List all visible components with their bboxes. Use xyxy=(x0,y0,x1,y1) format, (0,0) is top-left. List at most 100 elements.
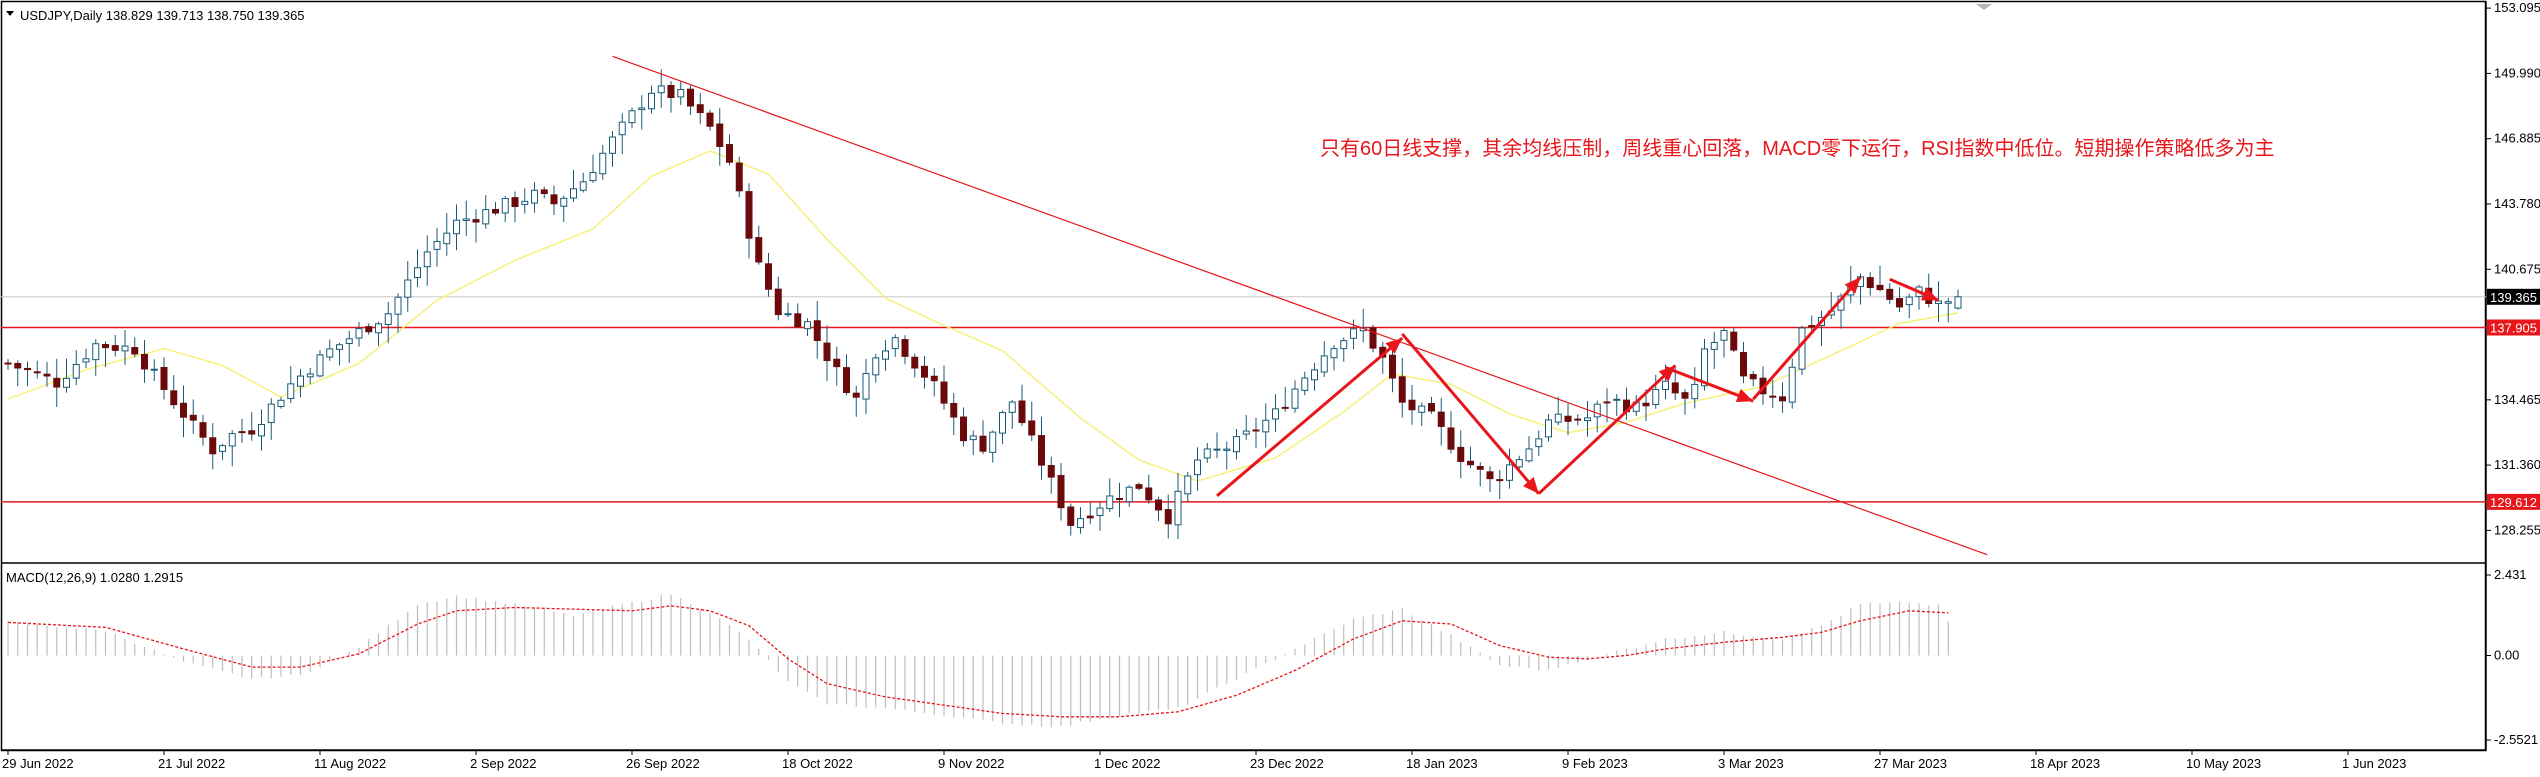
candle-body-bear xyxy=(511,197,519,208)
scroll-marker-icon[interactable] xyxy=(1976,4,1992,10)
arrow-3 xyxy=(1664,366,1754,403)
candle-body-bull xyxy=(677,89,685,98)
candle xyxy=(1008,400,1016,429)
candle-body-bear xyxy=(979,435,987,452)
candle-body-bear xyxy=(209,437,217,455)
candle-body-bull xyxy=(326,348,334,358)
candle-body-bear xyxy=(1476,465,1484,470)
candle xyxy=(862,358,870,415)
arrow-head xyxy=(1844,277,1861,294)
candle-body-bear xyxy=(1681,392,1689,399)
candle-body-bull xyxy=(862,373,870,400)
candle-body-bull xyxy=(1584,417,1591,422)
candle xyxy=(1525,436,1533,463)
candle xyxy=(238,418,246,443)
candle-body-bull xyxy=(1008,401,1016,413)
candle xyxy=(1730,328,1738,353)
candle xyxy=(1106,478,1114,513)
candle xyxy=(579,172,587,193)
candle xyxy=(1476,462,1484,487)
time-tick-label: 1 Jun 2023 xyxy=(2342,756,2406,771)
candle-body-bear xyxy=(716,123,724,147)
arrow-0 xyxy=(1216,336,1404,497)
candle-body-bear xyxy=(160,366,168,390)
time-tick-label: 2 Sep 2022 xyxy=(470,756,537,771)
candle xyxy=(258,409,265,451)
candle xyxy=(1262,403,1270,448)
candle xyxy=(1145,474,1153,504)
candle-body-bear xyxy=(1145,487,1153,501)
candle xyxy=(1876,265,1884,292)
candle xyxy=(979,420,987,455)
candle-body-bear xyxy=(1740,352,1747,377)
candle xyxy=(1077,507,1084,534)
candle xyxy=(609,131,616,167)
candle xyxy=(891,334,899,357)
candle xyxy=(297,369,304,398)
candle xyxy=(1038,416,1045,480)
candle xyxy=(882,339,889,371)
candle xyxy=(1564,403,1572,436)
candle xyxy=(1164,494,1172,539)
time-tick-label: 9 Nov 2022 xyxy=(938,756,1005,771)
candle-body-bear xyxy=(843,367,850,394)
candle xyxy=(540,186,548,199)
candle-body-bear xyxy=(960,416,967,442)
candle xyxy=(843,354,850,396)
candle xyxy=(53,358,61,408)
candle xyxy=(433,227,441,267)
candle xyxy=(462,200,470,236)
candle-body-bull xyxy=(1311,369,1318,381)
candle xyxy=(33,360,41,379)
price-tick-label: 140.675 xyxy=(2494,261,2540,276)
candle xyxy=(189,399,197,434)
candle-body-bull xyxy=(1662,380,1669,390)
time-tick-label: 29 Jun 2022 xyxy=(2,756,74,771)
candle-body-bear xyxy=(111,345,119,351)
symbol-info-label: USDJPY,Daily 138.829 139.713 138.750 139… xyxy=(20,8,305,23)
candle-body-bear xyxy=(550,194,558,205)
candle-body-bull xyxy=(1350,328,1357,339)
candle-body-bear xyxy=(706,112,714,127)
candle xyxy=(755,225,763,265)
candle xyxy=(306,367,314,385)
candle xyxy=(1905,293,1913,319)
candle-body-bear xyxy=(1408,399,1416,411)
candle-body-bull xyxy=(375,323,382,334)
candle xyxy=(150,359,158,381)
candle-body-bear xyxy=(1749,374,1757,380)
candle-body-bear xyxy=(950,402,958,418)
candle xyxy=(141,339,148,383)
candle xyxy=(365,323,373,335)
annotation-arrows xyxy=(1216,276,1940,497)
candle xyxy=(501,196,509,222)
ma-line xyxy=(7,150,1959,482)
candle xyxy=(1174,472,1182,540)
candle xyxy=(1749,371,1757,387)
candle-body-bear xyxy=(1603,401,1611,404)
candle xyxy=(92,339,100,376)
candle xyxy=(1808,315,1816,332)
candle-body-bear xyxy=(745,191,753,239)
candle xyxy=(1467,446,1474,469)
candle-body-bear xyxy=(540,189,548,195)
candle xyxy=(180,385,187,438)
arrow-head xyxy=(1735,388,1754,403)
candle xyxy=(550,185,558,216)
candle-body-bear xyxy=(823,342,831,362)
candle xyxy=(657,69,665,108)
candle xyxy=(394,293,402,333)
candle xyxy=(1018,384,1026,426)
candle xyxy=(930,367,938,397)
candle-body-bull xyxy=(1935,300,1942,305)
candle xyxy=(1213,432,1221,459)
candle-body-bull xyxy=(1652,388,1660,406)
candle xyxy=(404,261,412,312)
candle xyxy=(1866,272,1874,296)
candle-body-bull xyxy=(316,354,324,377)
candle-body-bear xyxy=(1369,327,1377,349)
symbol-dropdown-icon[interactable] xyxy=(6,11,14,16)
candle-body-bear xyxy=(1252,429,1260,432)
candle xyxy=(1047,456,1055,494)
candle xyxy=(813,300,821,359)
